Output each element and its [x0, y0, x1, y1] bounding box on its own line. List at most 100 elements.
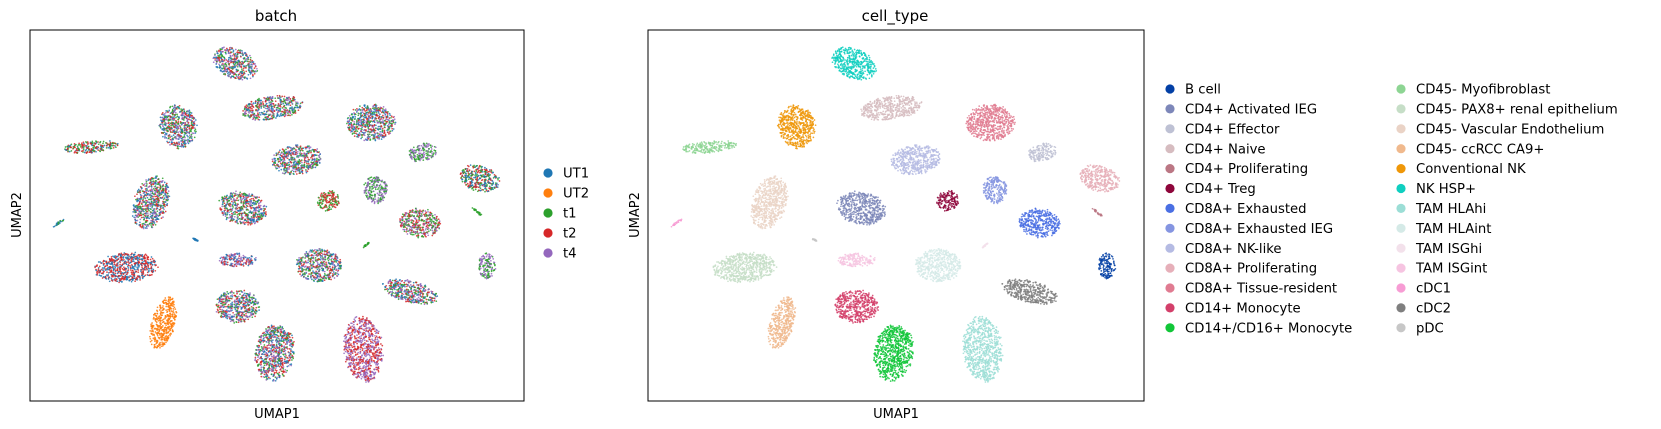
umap-point: [381, 130, 384, 132]
umap-point: [362, 118, 365, 121]
umap-point: [238, 51, 240, 54]
umap-point: [258, 202, 260, 204]
umap-point: [357, 134, 360, 136]
umap-point: [467, 178, 470, 181]
umap-point: [78, 142, 80, 145]
umap-point: [418, 153, 421, 155]
umap-point: [183, 119, 185, 121]
umap-point: [279, 156, 282, 159]
umap-point: [134, 221, 137, 224]
umap-point: [138, 198, 141, 200]
umap-point: [148, 217, 151, 220]
umap-point: [247, 103, 250, 106]
umap-point: [257, 112, 259, 114]
umap-point: [246, 205, 249, 208]
umap-point: [377, 177, 380, 180]
umap-point: [223, 56, 226, 59]
umap-point: [168, 133, 171, 136]
umap-point: [253, 71, 256, 73]
umap-point: [242, 195, 245, 198]
umap-point: [184, 136, 186, 139]
umap-point: [66, 148, 69, 151]
umap-point: [369, 193, 371, 196]
umap-point: [381, 127, 384, 130]
umap-point: [141, 223, 144, 225]
umap-point: [259, 204, 262, 207]
umap-point: [289, 157, 292, 160]
umap-point: [240, 202, 243, 204]
umap-point: [242, 62, 244, 65]
umap-point: [410, 156, 413, 158]
umap-point: [155, 190, 158, 193]
umap-point: [142, 201, 145, 204]
umap-point: [475, 181, 478, 184]
umap-point: [424, 228, 427, 231]
umap-point: [373, 107, 376, 109]
umap-point: [379, 106, 382, 109]
umap-point: [246, 60, 249, 63]
umap-point: [99, 150, 102, 153]
umap-point: [160, 204, 162, 207]
umap-point: [270, 96, 272, 99]
umap-point: [422, 156, 425, 159]
umap-point: [271, 160, 274, 163]
umap-point: [283, 108, 285, 111]
umap-point: [307, 167, 310, 169]
umap-point: [263, 96, 265, 99]
umap-point: [368, 121, 370, 124]
umap-point: [256, 106, 259, 109]
umap-point: [245, 221, 247, 224]
umap-point: [232, 58, 234, 61]
umap-point: [365, 195, 368, 198]
umap-point: [259, 200, 262, 202]
umap-point: [150, 200, 153, 203]
umap-point: [276, 106, 278, 109]
umap-point: [469, 164, 472, 166]
umap-point: [249, 58, 252, 61]
umap-point: [133, 208, 135, 210]
umap-point: [468, 169, 471, 171]
umap-point: [256, 200, 259, 203]
umap-point: [251, 63, 254, 66]
umap-point: [328, 205, 330, 208]
umap-point: [480, 179, 483, 182]
umap-point: [467, 165, 470, 168]
umap-point: [291, 113, 293, 116]
umap-point: [472, 165, 475, 168]
umap-point: [310, 161, 313, 164]
umap-point: [173, 122, 176, 125]
umap-point: [479, 182, 482, 185]
umap-point: [357, 122, 360, 125]
umap-point: [464, 179, 467, 182]
umap-point: [141, 225, 143, 228]
umap-point: [331, 206, 334, 208]
umap-point: [495, 185, 498, 188]
umap-point: [187, 135, 189, 138]
umap-point: [278, 94, 281, 97]
umap-point: [323, 206, 325, 209]
umap-point: [247, 107, 250, 109]
umap-point: [260, 103, 262, 106]
umap-point: [212, 61, 215, 64]
umap-point: [279, 105, 282, 108]
umap-point: [262, 113, 264, 116]
umap-point: [168, 118, 171, 121]
umap-point: [247, 56, 250, 59]
umap-point: [484, 184, 487, 187]
umap-point: [385, 111, 388, 114]
umap-point: [466, 170, 469, 172]
umap-point: [288, 166, 291, 168]
umap-point: [240, 216, 243, 219]
umap-point: [240, 222, 242, 224]
umap-point: [221, 203, 224, 206]
umap-point: [474, 176, 477, 179]
umap-point: [498, 180, 501, 182]
umap-point: [97, 149, 100, 151]
umap-point: [358, 124, 361, 126]
umap-point: [352, 125, 355, 128]
umap-point: [366, 136, 369, 138]
umap-point: [311, 164, 314, 167]
umap-point: [245, 213, 247, 216]
umap-point: [147, 207, 150, 210]
umap-point: [134, 218, 137, 221]
